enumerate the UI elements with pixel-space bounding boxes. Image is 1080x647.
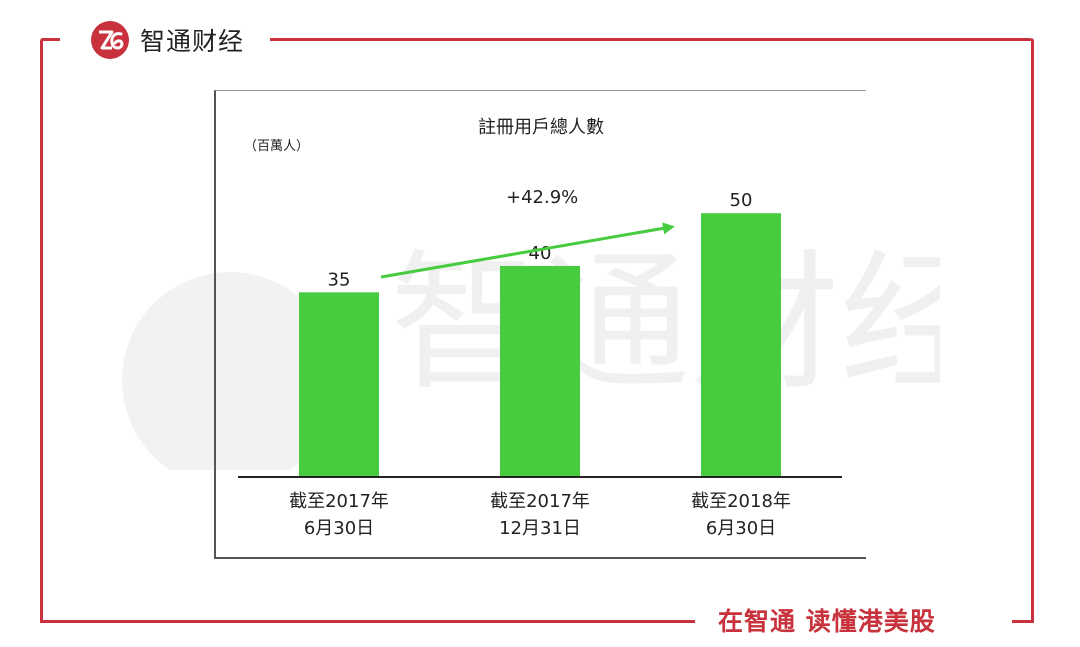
data-label-1: 35 (328, 269, 351, 290)
brand-name: 智通财经 (140, 27, 245, 56)
chart-title: 註冊用戶總人數 (478, 117, 604, 138)
bar-2 (500, 265, 580, 477)
bar-3 (701, 213, 781, 477)
x-tick-label-1-line-2: 6月30日 (304, 518, 374, 539)
data-label-3: 50 (730, 190, 753, 211)
x-tick-label-1-line-1: 截至2017年 (289, 491, 389, 512)
chart-panel: 35 截至2017年 6月30日 40 截至2017年 12月31日 50 截至2018年 6月… (214, 90, 866, 559)
growth-annotation: +42.9% (506, 187, 579, 208)
frame-border-top-right (270, 38, 1032, 41)
data-label-2: 40 (529, 243, 552, 264)
bar-chart: 35 截至2017年 6月30日 40 截至2017年 12月31日 50 截至2018年 6月… (238, 190, 842, 539)
bar-1 (299, 292, 379, 477)
growth-arrow (380, 222, 675, 279)
zhitong-logo-icon (91, 21, 129, 59)
frame-border-top-left (42, 38, 60, 41)
frame-border-bottom-left (40, 620, 695, 623)
x-tick-label-3-line-1: 截至2018年 (691, 491, 791, 512)
frame-border-left (40, 38, 43, 623)
frame-border-right (1031, 38, 1034, 623)
footer-slogan: 在智通 读懂港美股 (712, 602, 942, 638)
x-tick-label-3-line-2: 6月30日 (706, 518, 776, 539)
frame-border-bottom-right (1012, 620, 1034, 623)
x-tick-label-2-line-2: 12月31日 (499, 518, 581, 539)
brand-header: 智通财经 (84, 18, 251, 62)
x-tick-label-2-line-1: 截至2017年 (490, 491, 590, 512)
y-axis-unit-label: （百萬人） (244, 139, 310, 154)
